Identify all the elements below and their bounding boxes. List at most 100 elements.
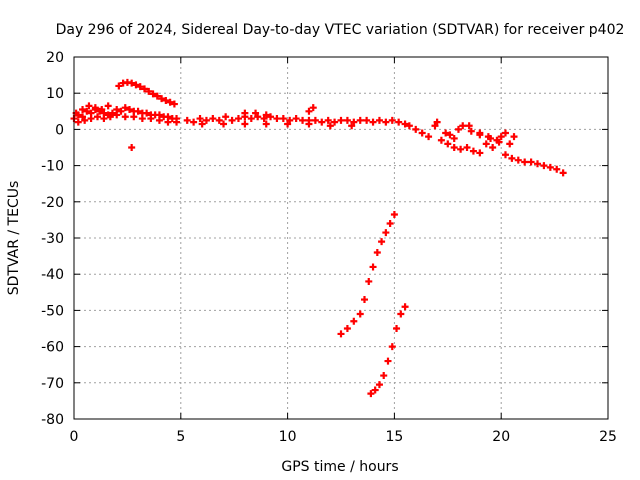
x-axis-label: GPS time / hours [281,459,398,475]
data-point [433,118,441,126]
data-point [497,133,505,141]
data-point [252,109,260,117]
data-point [93,113,101,121]
data-point [378,238,386,246]
data-point [117,107,125,115]
data-point [262,111,270,119]
series-late-scatter [405,118,567,177]
data-point [279,115,287,123]
data-point [254,113,262,121]
y-tick-label: -20 [41,195,64,211]
data-point [234,115,242,123]
data-point [369,118,377,126]
data-point [305,107,313,115]
y-tick-label: -70 [41,376,64,392]
data-point [369,263,377,271]
data-point [371,386,379,394]
data-point [311,116,319,124]
data-point [444,140,452,148]
data-point [375,116,383,124]
data-point [305,120,313,128]
data-point [98,105,106,113]
data-point [121,104,129,112]
data-point [115,82,123,90]
data-point [386,220,394,228]
data-point [100,115,108,123]
data-point [91,104,99,112]
data-point [510,133,518,141]
data-point [153,92,161,100]
x-tick-label: 15 [385,429,403,445]
data-point [350,317,358,325]
x-tick-label: 0 [70,429,79,445]
data-point [121,113,129,121]
data-point [155,116,163,124]
series-descending-track-1 [337,210,398,338]
data-point [450,144,458,151]
data-point [382,229,390,237]
y-tick-label: 20 [46,50,64,66]
x-tick-label: 5 [176,429,185,445]
data-point [356,116,364,124]
data-point [228,116,236,124]
data-point [198,120,206,128]
data-point [459,122,467,130]
data-point [149,90,157,98]
data-point [260,115,268,123]
series-isolated [128,131,454,151]
data-point [74,118,82,126]
data-point [450,134,458,142]
data-point [126,105,134,113]
data-point [286,116,294,124]
x-tick-label: 25 [599,429,617,445]
data-point [87,115,95,123]
data-point [79,105,87,113]
data-point [405,122,413,130]
data-point [130,113,138,121]
y-tick-label: -10 [41,159,64,175]
data-point [183,116,191,124]
data-points [70,78,567,398]
data-point [108,109,116,117]
data-point [457,145,465,153]
data-point [363,116,371,124]
series-upper-band [72,78,317,119]
data-point [158,95,166,103]
data-point [202,116,210,124]
data-point [140,85,148,93]
data-point [395,118,403,126]
data-point [337,116,345,124]
y-tick-label: -80 [41,412,64,428]
data-point [138,115,146,123]
x-tick-label: 10 [279,429,297,445]
data-point [412,125,420,133]
data-point [106,113,114,121]
data-point [546,163,554,171]
data-point [506,140,514,148]
data-point [463,144,471,151]
data-point [350,118,358,126]
data-point [324,116,332,124]
data-point [292,115,300,123]
data-point [128,79,136,87]
data-point [241,109,249,117]
data-point [476,149,484,157]
data-point [446,131,454,139]
data-point [309,104,317,112]
data-point [534,160,542,168]
data-point [79,113,87,121]
data-point [166,98,174,106]
data-point [143,109,151,117]
data-point [476,129,484,137]
data-point [373,248,381,256]
data-point [382,118,390,126]
data-point [397,310,405,318]
data-point [401,303,409,311]
data-point [401,120,409,128]
data-point [134,107,142,115]
data-point [442,129,450,137]
data-point [331,118,339,126]
data-point [222,113,230,121]
data-point [299,116,307,124]
